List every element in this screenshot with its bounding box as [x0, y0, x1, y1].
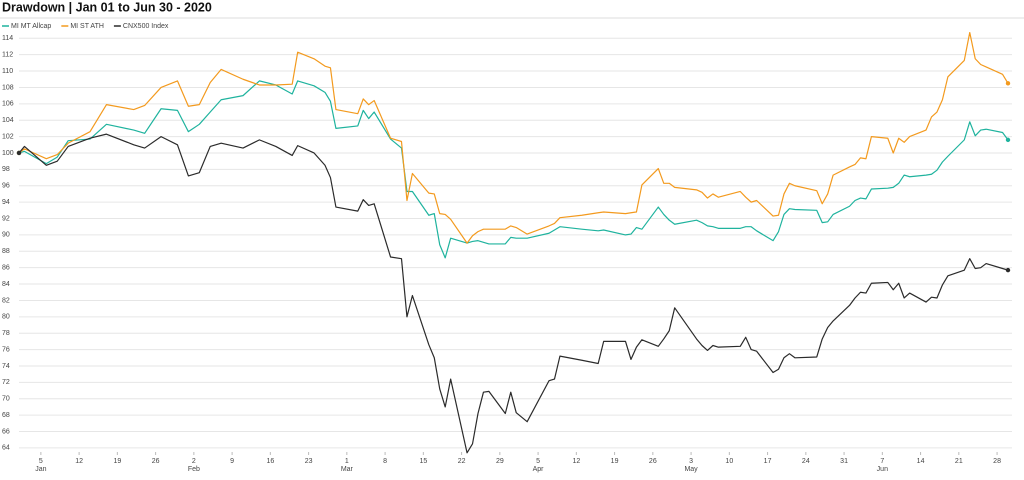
y-tick-label: 114: [2, 35, 13, 42]
end-point: [16, 150, 22, 156]
chart-title: Drawdown | Jan 01 to Jun 30 - 2020: [2, 0, 212, 14]
y-tick-label: 82: [2, 297, 10, 304]
y-tick-label: 64: [2, 445, 10, 452]
legend-label: CNX500 Index: [123, 23, 169, 30]
y-tick-label: 86: [2, 265, 10, 272]
y-tick-label: 94: [2, 199, 10, 206]
x-tick-label: 19: [611, 458, 619, 465]
x-tick-label: 1: [345, 458, 349, 465]
x-tick-label: 9: [230, 458, 234, 465]
legend-label: MI MT Allcap: [11, 23, 51, 30]
month-label: Mar: [341, 466, 354, 473]
x-tick-label: 12: [75, 458, 83, 465]
x-tick-label: 17: [764, 458, 772, 465]
y-tick-label: 96: [2, 183, 10, 190]
x-tick-label: 16: [266, 458, 274, 465]
y-tick-label: 78: [2, 330, 10, 337]
x-tick-label: 2: [192, 458, 196, 465]
y-tick-label: 112: [2, 52, 13, 59]
y-tick-label: 84: [2, 281, 10, 288]
y-tick-label: 106: [2, 101, 14, 108]
x-tick-label: 5: [536, 458, 540, 465]
x-tick-label: 12: [572, 458, 580, 465]
y-tick-label: 90: [2, 232, 10, 239]
series-line: [18, 133, 1009, 454]
month-label: Jun: [877, 466, 888, 473]
x-tick-label: 24: [802, 458, 810, 465]
y-tick-label: 88: [2, 248, 10, 255]
y-tick-label: 108: [2, 84, 14, 91]
month-label: Apr: [533, 466, 545, 473]
month-label: Jan: [35, 466, 46, 473]
series-line: [18, 80, 1009, 259]
y-tick-label: 102: [2, 133, 14, 140]
y-tick-label: 110: [2, 68, 13, 75]
x-tick-label: 26: [649, 458, 657, 465]
end-point: [1005, 267, 1011, 273]
x-tick-label: 5: [39, 458, 43, 465]
x-tick-label: 7: [880, 458, 884, 465]
x-tick-label: 26: [152, 458, 160, 465]
y-tick-label: 92: [2, 215, 10, 222]
x-tick-label: 14: [917, 458, 925, 465]
end-point: [1005, 81, 1011, 86]
end-point: [1005, 137, 1011, 143]
x-tick-label: 23: [305, 458, 313, 465]
y-tick-label: 80: [2, 314, 10, 321]
y-tick-label: 74: [2, 363, 10, 370]
y-tick-label: 70: [2, 396, 10, 403]
y-tick-label: 98: [2, 166, 10, 173]
x-tick-label: 28: [993, 458, 1001, 465]
x-tick-label: 21: [955, 458, 963, 465]
x-tick-label: 19: [113, 458, 121, 465]
y-tick-label: 72: [2, 379, 10, 386]
x-tick-label: 22: [458, 458, 466, 465]
x-tick-label: 3: [689, 458, 693, 465]
y-tick-label: 100: [2, 150, 14, 157]
x-tick-label: 31: [840, 458, 848, 465]
x-tick-label: 29: [496, 458, 504, 465]
y-tick-label: 104: [2, 117, 14, 124]
month-label: Feb: [188, 466, 200, 473]
x-tick-label: 15: [419, 458, 427, 465]
y-tick-label: 76: [2, 346, 10, 353]
x-tick-label: 8: [383, 458, 387, 465]
y-tick-label: 68: [2, 412, 10, 419]
y-tick-label: 66: [2, 428, 10, 435]
legend-label: MI ST ATH: [70, 23, 104, 30]
month-label: May: [684, 466, 698, 473]
x-tick-label: 10: [725, 458, 733, 465]
series-line: [18, 31, 1009, 244]
